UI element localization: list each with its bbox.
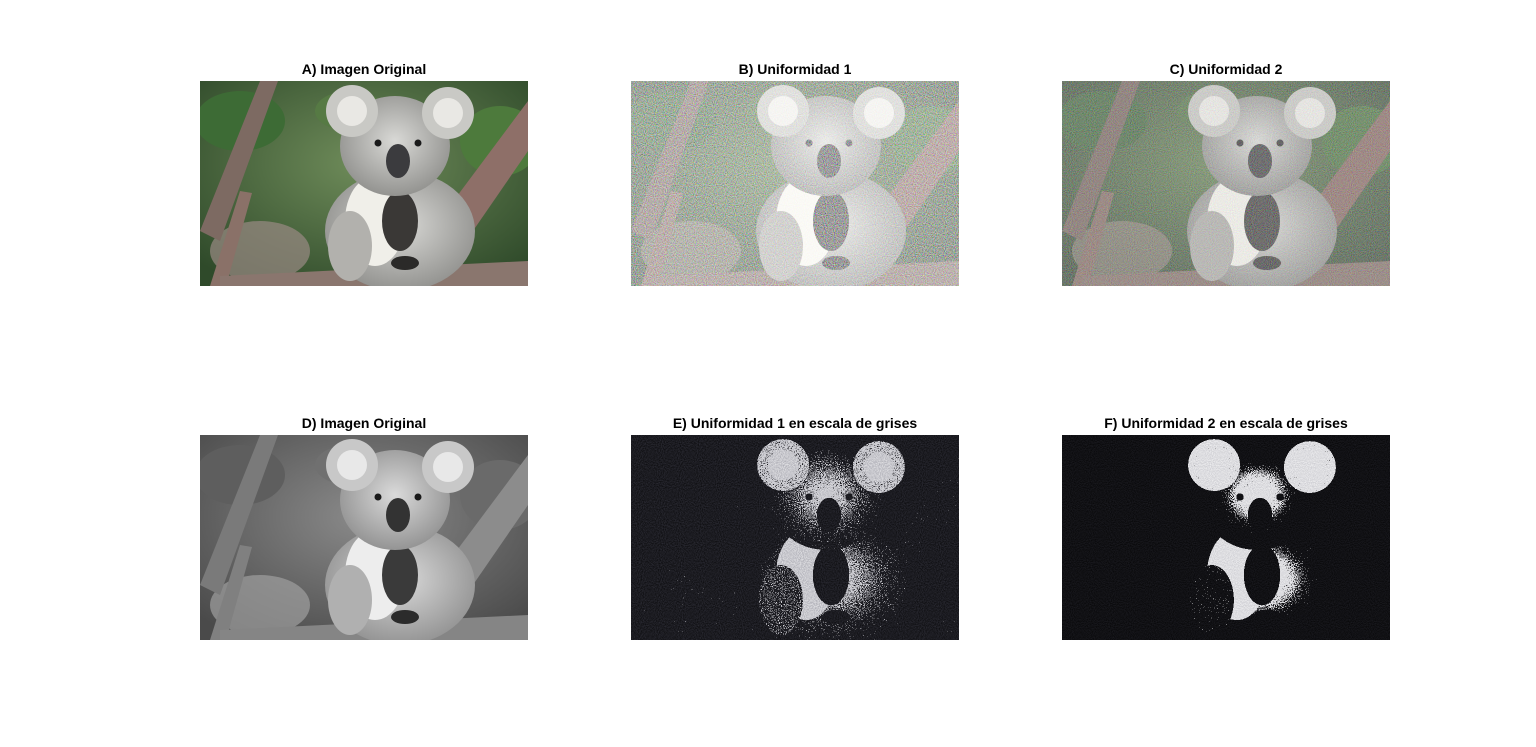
koala-scene xyxy=(200,435,528,640)
koala-scene xyxy=(631,81,959,286)
panel-title: E) Uniformidad 1 en escala de grises xyxy=(672,415,918,431)
koala-scene xyxy=(1062,81,1390,286)
koala-image-uniform-noise-1 xyxy=(631,81,959,286)
koala-scene xyxy=(1062,435,1390,640)
koala-image-gray-noise-2 xyxy=(1062,435,1390,640)
panel-title: F) Uniformidad 2 en escala de grises xyxy=(1104,415,1348,431)
panel-title: B) Uniformidad 1 xyxy=(738,61,852,77)
panel-title: A) Imagen Original xyxy=(301,61,427,77)
koala-image-original-gray xyxy=(200,435,528,640)
koala-image-uniform-noise-2 xyxy=(1062,81,1390,286)
koala-image-original-color xyxy=(200,81,528,286)
koala-image-gray-noise-1 xyxy=(631,435,959,640)
koala-scene xyxy=(200,81,528,286)
panel-title: D) Imagen Original xyxy=(301,415,427,431)
koala-scene xyxy=(631,435,959,640)
panel-title: C) Uniformidad 2 xyxy=(1169,61,1283,77)
